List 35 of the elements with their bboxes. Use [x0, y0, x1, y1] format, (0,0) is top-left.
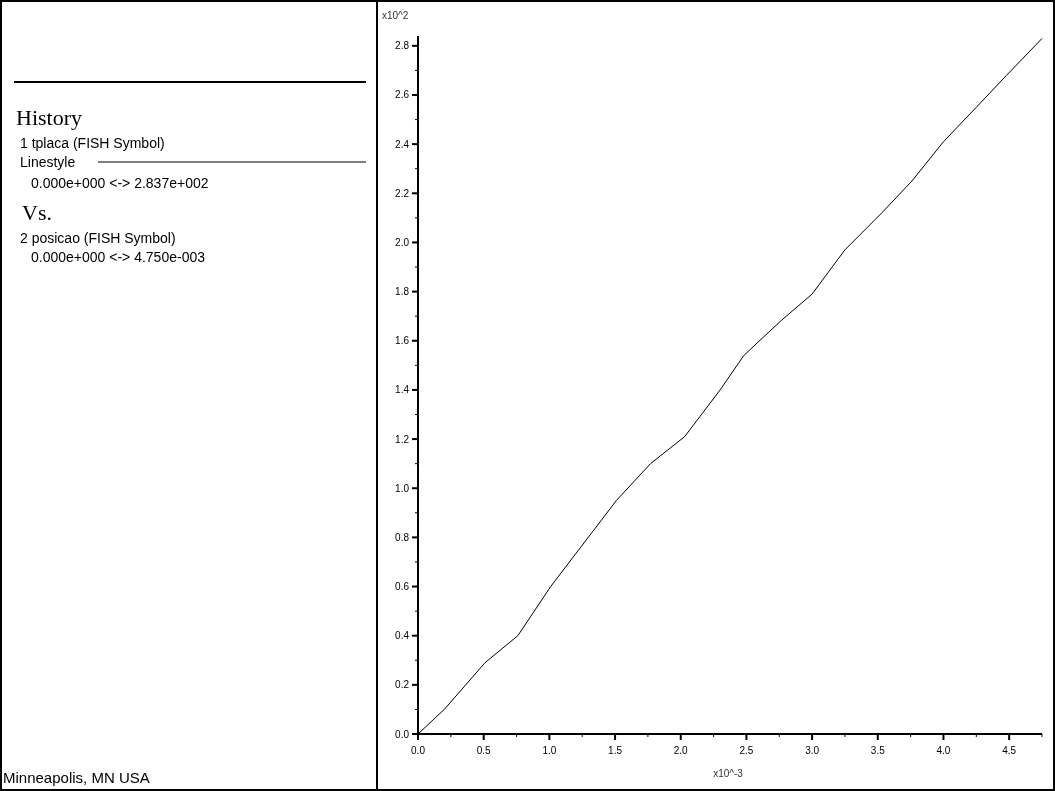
y-tick-label: 1.0: [395, 482, 410, 494]
x-axis-title: x10^-3: [713, 768, 744, 779]
y-tick-label: 0.6: [395, 581, 410, 593]
y-tick-label: 1.6: [395, 335, 410, 347]
text: Vs.: [22, 200, 52, 225]
y-tick-label: 2.8: [395, 40, 410, 52]
text: Linestyle: [20, 154, 76, 170]
x-tick-label: 0.5: [476, 745, 492, 756]
y-tick-label: 0.4: [395, 630, 410, 642]
y-tick-label: 1.4: [395, 384, 410, 396]
x-tick-label: 2.5: [739, 745, 754, 756]
text: 0.000e+000 <-> 4.750e-003: [31, 249, 206, 265]
y-tick-label: 2.6: [395, 89, 410, 101]
y-tick-label: 0.2: [395, 679, 410, 691]
text: 2 posicao (FISH Symbol): [20, 230, 176, 246]
y-tick-label: 1.2: [395, 433, 410, 445]
y-tick-label: 0.8: [395, 531, 410, 543]
y-tick-label: 2.2: [395, 187, 410, 199]
y-axis-title: x10^2: [382, 10, 409, 21]
x-tick-label: 3.5: [870, 745, 886, 756]
x-tick-label: 3.0: [805, 745, 820, 756]
x-tick-label: 0.0: [411, 745, 426, 756]
y-tick-label: 2.0: [395, 236, 410, 248]
x-tick-label: 1.5: [608, 745, 623, 756]
text: 1 tplaca (FISH Symbol): [20, 135, 165, 151]
x-tick-label: 2.0: [673, 745, 689, 756]
y-tick-label: 2.4: [395, 138, 410, 150]
x-tick-label: 4.0: [936, 745, 951, 756]
y-tick-label: 0.0: [395, 728, 410, 740]
x-tick-label: 4.5: [1002, 745, 1017, 756]
y-tick-label: 1.8: [395, 286, 410, 298]
text: 0.000e+000 <-> 2.837e+002: [31, 175, 209, 191]
text: History: [16, 105, 82, 130]
text: Minneapolis, MN USA: [3, 769, 150, 786]
x-tick-label: 1.0: [542, 745, 557, 756]
